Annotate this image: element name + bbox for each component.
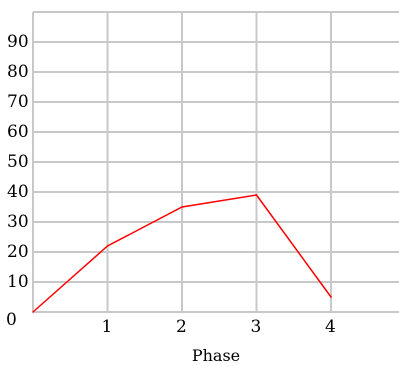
y-tick-label: 80 [7,62,29,82]
y-tick-label: 20 [7,242,29,262]
x-axis-ticks: 0 1 2 3 4 [6,310,336,337]
x-tick-label: 3 [251,317,262,337]
x-axis-label: Phase [192,346,240,365]
y-tick-label: 10 [7,272,29,292]
plot-grid [32,11,399,313]
y-tick-label: 50 [7,152,29,172]
y-tick-label: 30 [7,212,29,232]
x-tick-label: 1 [102,317,113,337]
data-point [32,311,34,313]
x-tick-label: 4 [325,317,336,337]
y-tick-label: 40 [7,182,29,202]
data-point [330,296,332,298]
x-tick-label: 2 [176,317,187,337]
data-point [255,194,258,196]
y-tick-label: 60 [7,122,29,142]
x-tick-label: 0 [6,310,17,330]
data-point [106,245,109,247]
plot-series [32,194,332,313]
y-axis-ticks: 10 20 30 40 50 60 70 80 90 [7,32,29,292]
data-point [181,206,183,208]
y-tick-label: 90 [7,32,29,52]
y-tick-label: 70 [7,92,29,112]
